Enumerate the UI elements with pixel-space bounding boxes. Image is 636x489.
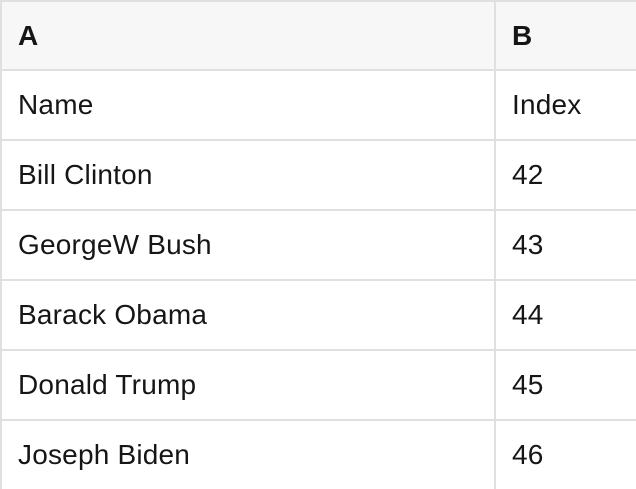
cell[interactable]: Donald Trump <box>2 351 496 419</box>
cell[interactable]: 42 <box>512 159 544 190</box>
cell[interactable]: Index <box>512 89 582 120</box>
column-header-a[interactable]: A <box>2 2 496 69</box>
cell[interactable]: Bill Clinton <box>2 141 496 209</box>
cell[interactable]: 44 <box>512 299 544 330</box>
table-row: Name Index <box>2 71 636 141</box>
table-row: Donald Trump 45 <box>2 351 636 421</box>
column-header-b[interactable]: B <box>512 19 533 51</box>
header-row: A B <box>2 2 636 71</box>
cell[interactable]: GeorgeW Bush <box>2 211 496 279</box>
table-row: Barack Obama 44 <box>2 281 636 351</box>
table-row: GeorgeW Bush 43 <box>2 211 636 281</box>
cell[interactable]: 45 <box>512 369 544 400</box>
cell[interactable]: Name <box>2 71 496 139</box>
cell[interactable]: Barack Obama <box>2 281 496 349</box>
cell[interactable]: Joseph Biden <box>2 421 496 489</box>
cell[interactable]: 43 <box>512 229 544 260</box>
table-row: Joseph Biden 46 <box>2 421 636 489</box>
cell[interactable]: 46 <box>512 439 544 470</box>
table-row: Bill Clinton 42 <box>2 141 636 211</box>
